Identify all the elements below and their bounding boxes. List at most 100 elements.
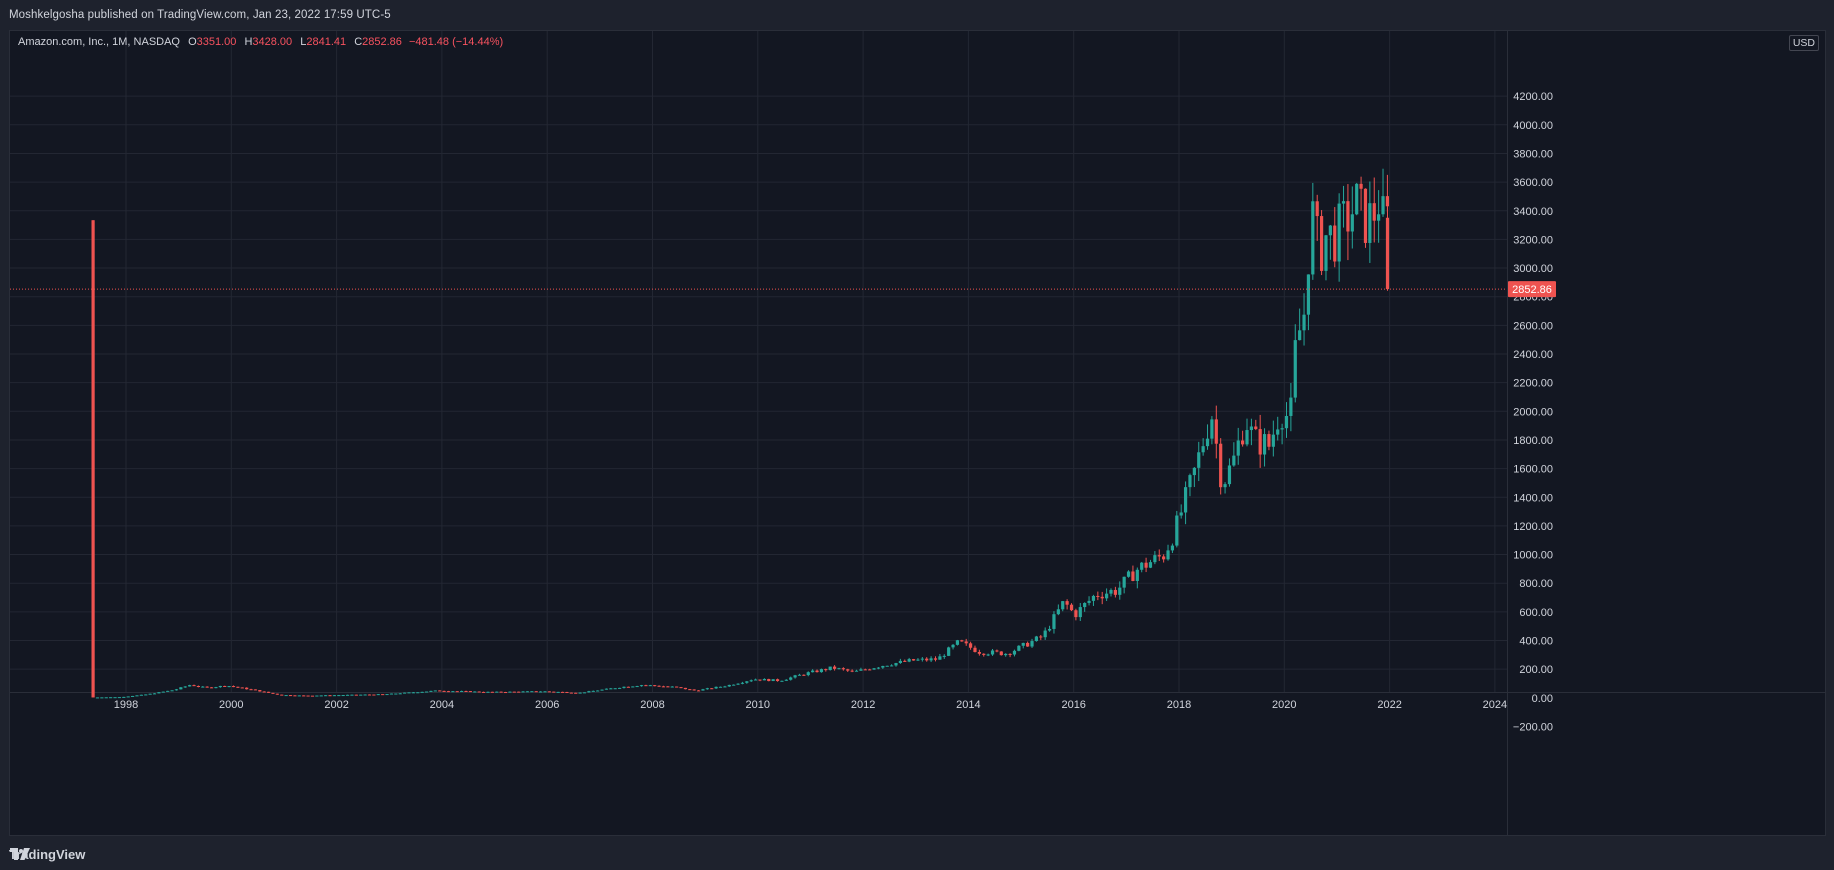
candle-body [587, 691, 591, 693]
candle [1126, 570, 1131, 578]
symbol-label: Amazon.com, Inc., 1M, NASDAQ [18, 36, 180, 48]
candle [582, 692, 587, 694]
candle-body [1249, 426, 1253, 431]
currency-badge[interactable]: USD [1788, 35, 1819, 51]
candle [144, 694, 148, 696]
candle [986, 653, 990, 657]
candle-body [999, 651, 1003, 656]
candle [1210, 416, 1214, 445]
brand[interactable]: TradingView [9, 847, 85, 862]
candle [1241, 430, 1245, 447]
candle-body [258, 690, 262, 692]
candle [1004, 653, 1008, 657]
candle-body [556, 691, 560, 693]
chart-panel[interactable]: Amazon.com, Inc., 1M, NASDAQ O3351.00 H3… [9, 30, 1826, 836]
candle [1122, 576, 1126, 594]
candle-body [1359, 183, 1363, 189]
candle-body [1201, 446, 1205, 453]
candle-body [1271, 434, 1275, 447]
candle [604, 688, 609, 690]
candle-body [604, 688, 609, 690]
candle [332, 695, 337, 697]
candle [376, 694, 380, 696]
candle [1175, 510, 1179, 548]
candle [617, 687, 622, 689]
candle [196, 685, 200, 688]
candle-body [161, 691, 165, 693]
candle [253, 689, 258, 691]
candle [793, 674, 797, 679]
candle-body [701, 689, 705, 691]
y-tick-label: 200.00 [1519, 664, 1553, 676]
candle [771, 679, 775, 682]
x-tick-label: 2014 [956, 699, 980, 711]
candle-body [968, 643, 973, 648]
candle [754, 678, 758, 681]
candle [503, 691, 508, 694]
candle-body [460, 690, 464, 692]
candle [1153, 551, 1157, 565]
candle [578, 692, 582, 694]
y-tick-label: 4200.00 [1513, 91, 1553, 103]
candle [1337, 193, 1341, 282]
candle [868, 668, 872, 671]
y-tick-label: 3400.00 [1513, 206, 1553, 218]
series-legend[interactable]: Amazon.com, Inc., 1M, NASDAQ O3351.00 H3… [18, 36, 503, 48]
candle-body [1179, 512, 1183, 516]
candle-body [503, 692, 508, 694]
candle-body [350, 694, 354, 696]
candle-body [657, 685, 661, 687]
candle-body [925, 658, 929, 661]
x-tick-label: 2024 [1483, 699, 1507, 711]
candle [1276, 416, 1280, 441]
candle [1197, 441, 1201, 482]
candle-body [152, 693, 157, 695]
candle [894, 662, 898, 667]
y-tick-label: 2000.00 [1513, 406, 1553, 418]
candle [174, 688, 179, 691]
candle [762, 678, 766, 681]
candle-body [819, 669, 824, 673]
candle-body [723, 686, 727, 688]
candle-body [91, 220, 95, 698]
candle [1333, 207, 1337, 268]
candle [477, 691, 481, 693]
candle-body [1105, 593, 1109, 599]
candle-body [1363, 188, 1368, 243]
candle [850, 669, 854, 673]
candle-body [1153, 555, 1157, 563]
candle-body [495, 691, 499, 693]
low-value: 2841.41 [306, 36, 347, 48]
candle-body [1012, 650, 1017, 655]
candle [947, 646, 951, 657]
candle-body [481, 691, 486, 693]
change-value: −481.48 (−14.44%) [408, 36, 504, 48]
candle-body [696, 690, 701, 692]
candle [328, 695, 332, 697]
y-tick-label: 2400.00 [1513, 349, 1553, 361]
candle-body [372, 694, 376, 696]
candle-body [1350, 214, 1354, 232]
candle [460, 690, 464, 692]
candle [1306, 274, 1311, 331]
candle-body [780, 680, 784, 682]
candle [1179, 504, 1183, 519]
candle [718, 686, 723, 688]
candle [398, 693, 402, 695]
candle [262, 691, 266, 693]
candle-body [508, 691, 512, 693]
candle-body [196, 686, 200, 688]
candle-body [929, 658, 933, 661]
x-tick-label: 2000 [219, 699, 243, 711]
price-chart-svg[interactable]: 4200.00 4000.00 3800.00 3600.00 3400.00 3200.… [10, 31, 1826, 836]
candle [218, 685, 222, 688]
candle-body [973, 647, 977, 652]
candle-body [398, 693, 402, 695]
candle-body [328, 695, 332, 697]
candle [394, 693, 398, 695]
y-tick-label: 4000.00 [1513, 120, 1553, 132]
x-tick-label: 2018 [1167, 699, 1191, 711]
candle [1034, 635, 1039, 642]
candle-body [1004, 653, 1008, 656]
candle [925, 657, 929, 662]
